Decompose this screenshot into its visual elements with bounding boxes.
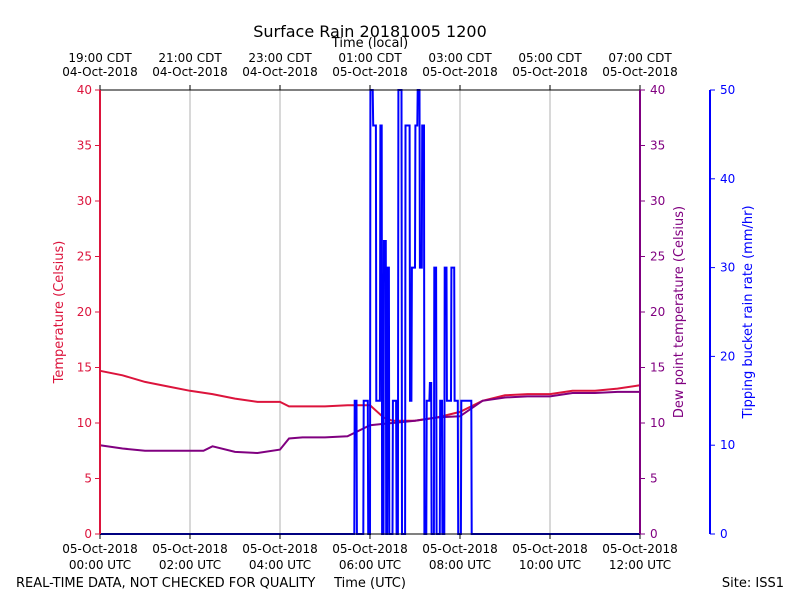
x-bottom-axis-label: Time (UTC) — [333, 576, 406, 591]
y-right2-tick-label-40: 40 — [720, 172, 735, 186]
x-bottom-tick-date-8: 05-Oct-2018 — [422, 542, 498, 556]
x-bottom-tick-date-6: 05-Oct-2018 — [332, 542, 408, 556]
y-right2-tick-label-20: 20 — [720, 349, 735, 363]
x-top-tick-date-6: 05-Oct-2018 — [332, 65, 408, 79]
x-top-axis-label: Time (local) — [331, 36, 408, 51]
x-bottom-tick-label-0: 00:00 UTC — [69, 558, 131, 572]
x-bottom-tick-label-8: 08:00 UTC — [429, 558, 491, 572]
x-bottom-tick-date-4: 05-Oct-2018 — [242, 542, 318, 556]
y-left-tick-label-15: 15 — [77, 361, 92, 375]
x-bottom-tick-label-2: 02:00 UTC — [159, 558, 221, 572]
y-left-tick-label-5: 5 — [84, 472, 92, 486]
y-right2-tick-label-30: 30 — [720, 261, 735, 275]
y-left-tick-label-10: 10 — [77, 416, 92, 430]
y-right1-tick-label-10: 10 — [650, 416, 665, 430]
series-line-2 — [100, 89, 640, 535]
y-right2-tick-label-0: 0 — [720, 527, 728, 541]
x-top-tick-date-8: 05-Oct-2018 — [422, 65, 498, 79]
y-left-tick-label-40: 40 — [77, 83, 92, 97]
x-top-tick-label-4: 23:00 CDT — [248, 51, 312, 65]
x-top-tick-label-10: 05:00 CDT — [518, 51, 582, 65]
y-left-tick-label-0: 0 — [84, 527, 92, 541]
y-right1-tick-label-0: 0 — [650, 527, 658, 541]
y-left-tick-label-30: 30 — [77, 194, 92, 208]
y-right2-tick-label-50: 50 — [720, 83, 735, 97]
y-left-axis-label: Temperature (Celsius) — [52, 241, 67, 385]
y-right1-tick-label-30: 30 — [650, 194, 665, 208]
y-right1-tick-label-25: 25 — [650, 250, 665, 264]
y-right1-tick-label-20: 20 — [650, 305, 665, 319]
y-right1-tick-label-5: 5 — [650, 472, 658, 486]
x-top-tick-label-8: 03:00 CDT — [428, 51, 492, 65]
y-right1-tick-label-40: 40 — [650, 83, 665, 97]
x-bottom-tick-date-12: 05-Oct-2018 — [602, 542, 678, 556]
x-top-tick-label-12: 07:00 CDT — [608, 51, 672, 65]
y-left-tick-label-35: 35 — [77, 139, 92, 153]
y-left-tick-label-25: 25 — [77, 250, 92, 264]
y-right2-tick-label-10: 10 — [720, 438, 735, 452]
x-top-tick-date-2: 04-Oct-2018 — [152, 65, 228, 79]
footer-site-label: Site: ISS1 — [722, 576, 784, 591]
y-right2-axis-label: Tipping bucket rain rate (mm/hr) — [741, 205, 756, 419]
footer-quality-note: REAL-TIME DATA, NOT CHECKED FOR QUALITY — [16, 576, 315, 591]
x-top-tick-label-2: 21:00 CDT — [158, 51, 222, 65]
x-bottom-tick-label-4: 04:00 UTC — [249, 558, 311, 572]
x-top-tick-date-0: 04-Oct-2018 — [62, 65, 138, 79]
x-bottom-tick-label-6: 06:00 UTC — [339, 558, 401, 572]
x-bottom-tick-date-0: 05-Oct-2018 — [62, 542, 138, 556]
y-right1-axis-label: Dew point temperature (Celsius) — [672, 206, 687, 418]
x-bottom-tick-label-10: 10:00 UTC — [519, 558, 581, 572]
x-top-tick-date-4: 04-Oct-2018 — [242, 65, 318, 79]
y-left-tick-label-20: 20 — [77, 305, 92, 319]
x-top-tick-label-6: 01:00 CDT — [338, 51, 402, 65]
x-bottom-tick-label-12: 12:00 UTC — [609, 558, 671, 572]
x-bottom-tick-date-10: 05-Oct-2018 — [512, 542, 588, 556]
y-right1-tick-label-15: 15 — [650, 361, 665, 375]
x-bottom-tick-date-2: 05-Oct-2018 — [152, 542, 228, 556]
x-top-tick-date-10: 05-Oct-2018 — [512, 65, 588, 79]
chart-title: Surface Rain 20181005 1200 — [253, 22, 487, 41]
series-layer — [99, 89, 641, 535]
x-top-tick-label-0: 19:00 CDT — [68, 51, 132, 65]
series-line-1 — [99, 390, 640, 455]
y-right1-tick-label-35: 35 — [650, 139, 665, 153]
x-top-tick-date-12: 05-Oct-2018 — [602, 65, 678, 79]
